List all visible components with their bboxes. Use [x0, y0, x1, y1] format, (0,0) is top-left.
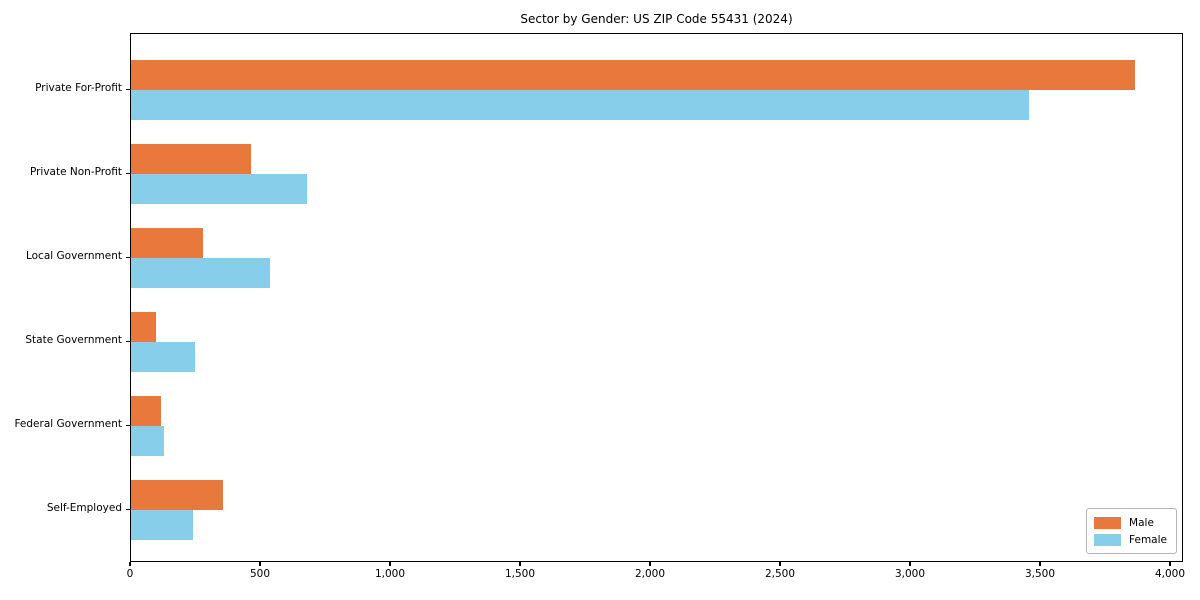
xtick-mark [259, 562, 261, 566]
ytick-label-federal-government: Federal Government [14, 418, 122, 430]
bar-female-local-government [131, 258, 271, 288]
bar-female-self-employed [131, 510, 194, 540]
ytick-label-private-non-profit: Private Non-Profit [29, 166, 122, 178]
xtick-label-2500: 2,500 [764, 568, 796, 580]
xtick-label-3500: 3,500 [1024, 568, 1056, 580]
bar-male-private-non-profit [131, 144, 251, 174]
bar-male-state-government [131, 312, 156, 342]
bar-female-state-government [131, 342, 195, 372]
ytick-mark [126, 173, 130, 175]
ytick-label-self-employed: Self-Employed [46, 502, 122, 514]
xtick-mark [649, 562, 651, 566]
bar-female-private-non-profit [131, 174, 307, 204]
ytick-mark [126, 509, 130, 511]
legend: Male Female [1086, 508, 1177, 554]
xtick-mark [519, 562, 521, 566]
xtick-label-1500: 1,500 [504, 568, 536, 580]
ytick-mark [126, 425, 130, 427]
bar-male-private-for-profit [131, 60, 1135, 90]
bar-male-local-government [131, 228, 203, 258]
xtick-label-2000: 2,000 [634, 568, 666, 580]
xtick-label-0: 0 [126, 568, 134, 580]
ytick-mark [126, 89, 130, 91]
xtick-mark [909, 562, 911, 566]
legend-label-female: Female [1129, 533, 1167, 546]
xtick-mark [1169, 562, 1171, 566]
plot-area: Male Female [130, 33, 1183, 562]
ytick-label-local-government: Local Government [25, 250, 122, 262]
xtick-label-500: 500 [249, 568, 271, 580]
legend-label-male: Male [1129, 516, 1154, 529]
ytick-label-private-for-profit: Private For-Profit [35, 82, 122, 94]
xtick-mark [129, 562, 131, 566]
legend-item-female: Female [1094, 531, 1167, 548]
xtick-mark [389, 562, 391, 566]
bar-male-federal-government [131, 396, 161, 426]
xtick-label-3000: 3,000 [894, 568, 926, 580]
xtick-label-1000: 1,000 [374, 568, 406, 580]
legend-swatch-female [1094, 533, 1122, 546]
xtick-label-4000: 4,000 [1154, 568, 1186, 580]
xtick-mark [1039, 562, 1041, 566]
ytick-mark [126, 257, 130, 259]
chart-title: Sector by Gender: US ZIP Code 55431 (202… [520, 12, 793, 26]
bar-female-federal-government [131, 426, 164, 456]
bar-female-private-for-profit [131, 90, 1030, 120]
ytick-label-state-government: State Government [25, 334, 122, 346]
ytick-mark [126, 341, 130, 343]
legend-item-male: Male [1094, 514, 1167, 531]
xtick-mark [779, 562, 781, 566]
legend-swatch-male [1094, 516, 1122, 529]
bar-male-self-employed [131, 480, 224, 510]
